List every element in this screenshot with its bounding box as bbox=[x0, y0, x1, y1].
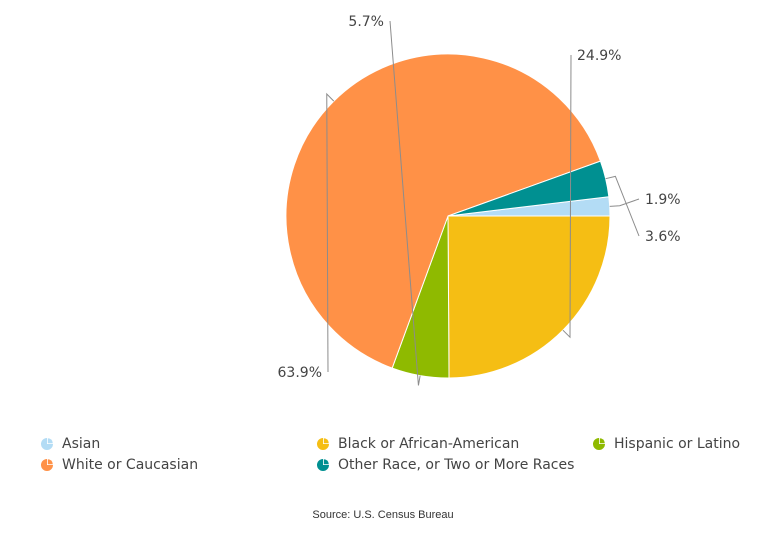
data-label-other-race-or-two-or-more-races: 3.6% bbox=[645, 229, 681, 245]
legend-item-black-or-african-american[interactable]: Black or African-American bbox=[316, 434, 519, 454]
pie-marker-icon bbox=[41, 438, 53, 450]
pie-slice-black-or-african-american[interactable] bbox=[447, 215, 611, 379]
pie-slices bbox=[285, 53, 611, 379]
leader-line-hispanic-or-latino bbox=[389, 20, 421, 386]
leader-line-white-or-caucasian bbox=[326, 92, 335, 373]
data-label-hispanic-or-latino: 5.7% bbox=[348, 14, 384, 30]
pie-slice-white-or-caucasian[interactable] bbox=[285, 53, 602, 369]
pie-marker-icon bbox=[41, 459, 53, 471]
pie-marker-icon bbox=[317, 459, 329, 471]
data-label-black-or-african-american: 24.9% bbox=[577, 48, 621, 64]
pie-marker-icon bbox=[593, 438, 605, 450]
leader-line-black-or-african-american bbox=[562, 54, 572, 339]
legend-item-white-or-caucasian[interactable]: White or Caucasian bbox=[40, 455, 198, 475]
leader-line-other-race-or-two-or-more-races bbox=[605, 175, 640, 237]
legend-label: Other Race, or Two or More Races bbox=[338, 457, 575, 473]
legend-item-asian[interactable]: Asian bbox=[40, 434, 100, 454]
data-label-white-or-caucasian: 63.9% bbox=[278, 365, 322, 381]
pie-leader-lines bbox=[326, 20, 640, 386]
legend-label: Asian bbox=[62, 436, 101, 452]
legend-label: Hispanic or Latino bbox=[614, 436, 741, 452]
source-note: Source: U.S. Census Bureau bbox=[312, 509, 454, 521]
pie-chart-svg: 1.9% 24.9% 5.7% 63.9% 3.6% bbox=[278, 14, 681, 386]
pie-marker-icon bbox=[317, 438, 329, 450]
leader-line-asian bbox=[609, 198, 640, 207]
legend-label: Black or African-American bbox=[338, 436, 520, 452]
legend-label: White or Caucasian bbox=[62, 457, 199, 473]
pie-data-labels: 1.9% 24.9% 5.7% 63.9% 3.6% bbox=[278, 14, 681, 381]
legend-item-hispanic-or-latino[interactable]: Hispanic or Latino bbox=[592, 434, 740, 454]
legend-item-other-race-or-two-or-more-races[interactable]: Other Race, or Two or More Races bbox=[316, 455, 574, 475]
data-label-asian: 1.9% bbox=[645, 192, 681, 208]
